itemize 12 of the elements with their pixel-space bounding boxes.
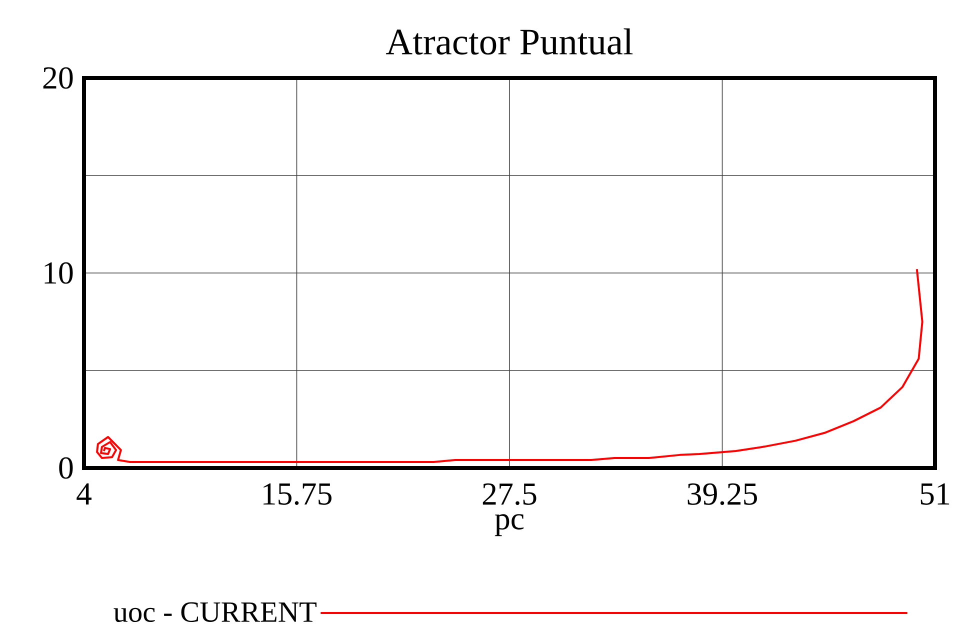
x-tick-label: 4 [76, 483, 92, 504]
x-axis-title: pc [494, 514, 524, 536]
x-tick-label: 51 [920, 483, 950, 505]
text: uoc - CURRENT [114, 602, 316, 622]
x-tick-label: 27.5 [482, 483, 536, 506]
y-tick-label: 10 [44, 262, 73, 284]
y-tick-label: 20 [43, 67, 73, 89]
x-tick-label: 39.25 [688, 483, 757, 506]
line-series [96, 268, 924, 463]
y-tick-label: 0 [59, 457, 73, 479]
chart-title: Atractor Puntual [386, 28, 633, 55]
x-tick-label: 15.75 [264, 483, 332, 505]
